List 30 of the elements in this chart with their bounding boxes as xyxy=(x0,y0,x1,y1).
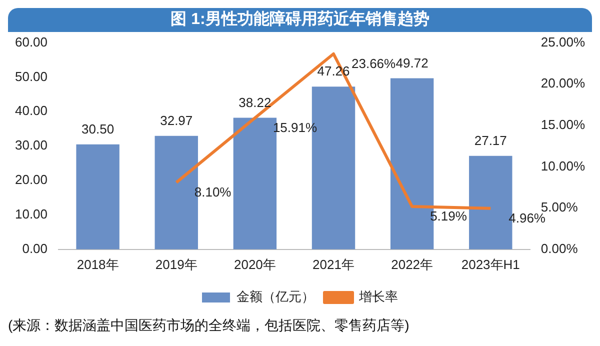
x-tick-label: 2021年 xyxy=(312,256,354,272)
y2-tick-label: 15.00% xyxy=(540,117,586,132)
y-tick-label: 20.00 xyxy=(14,172,48,188)
legend-label: 增长率 xyxy=(358,289,398,304)
x-tick-label: 2019年 xyxy=(155,256,198,272)
data-label: 32.97 xyxy=(160,112,193,128)
y2-tick-label: 10.00% xyxy=(540,158,586,174)
legend-label: 金额（亿元） xyxy=(236,289,314,304)
data-label: 38.22 xyxy=(238,94,272,110)
data-label: 49.72 xyxy=(396,55,428,70)
data-label: 23.66% xyxy=(352,56,396,71)
data-label: 30.50 xyxy=(82,121,114,136)
text: (来源：数据涵盖中国医药市场的全终端，包括医院、零售药店等) xyxy=(8,316,410,335)
chart-title: 图 1:男性功能障碍用药近年销售趋势 xyxy=(8,8,592,32)
x-tick-label: 2018年 xyxy=(76,256,119,272)
y-tick-label: 40.00 xyxy=(14,103,48,118)
y2-tick-label: 5.00% xyxy=(540,200,578,215)
bar xyxy=(76,144,120,250)
y-tick-label: 10.00 xyxy=(14,206,48,222)
y-tick-label: 0.00 xyxy=(22,240,48,256)
x-tick-label: 2022年 xyxy=(391,256,434,272)
y2-tick-label: 20.00% xyxy=(540,76,586,91)
data-label: 27.17 xyxy=(474,132,507,148)
y2-tick-label: 25.00% xyxy=(540,34,586,50)
y-tick-label: 50.00 xyxy=(14,68,48,84)
y2-tick-label: 0.00% xyxy=(540,240,578,256)
y-tick-label: 30.00 xyxy=(14,138,48,153)
x-tick-label: 2020年 xyxy=(234,256,276,272)
x-tick-label: 2023年H1 xyxy=(461,256,520,272)
y-tick-label: 60.00 xyxy=(14,34,48,50)
